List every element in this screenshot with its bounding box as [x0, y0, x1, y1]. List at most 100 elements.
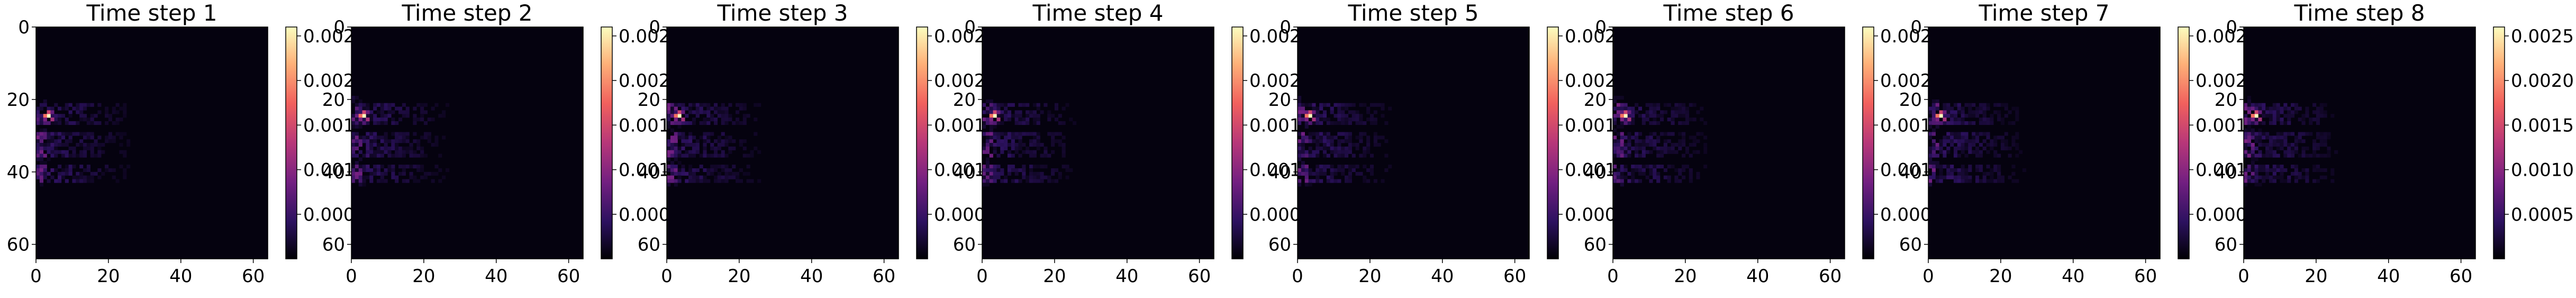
heatmap-cell — [688, 179, 693, 183]
heatmap-cell — [387, 150, 392, 154]
heatmap-cell — [1616, 150, 1620, 154]
heatmap-cell — [1355, 143, 1359, 147]
heatmap-cell — [750, 150, 754, 154]
heatmap-cell — [76, 179, 80, 183]
heatmap-cell — [351, 143, 356, 147]
heatmap-cell — [2269, 121, 2273, 125]
heatmap-cell — [985, 106, 990, 111]
heatmap-cell — [1352, 143, 1356, 147]
heatmap-cell — [119, 132, 123, 136]
heatmap-cell — [72, 132, 76, 136]
heatmap-cell — [2254, 183, 2258, 187]
heatmap-cell — [1032, 171, 1037, 176]
heatmap-cell — [692, 118, 696, 122]
heatmap-cell — [373, 165, 377, 169]
heatmap-cell — [355, 106, 359, 111]
heatmap-cell — [703, 168, 707, 173]
heatmap-cell — [1656, 121, 1661, 125]
heatmap-cell — [39, 171, 43, 176]
heatmap-cell — [43, 175, 47, 179]
heatmap-cell — [713, 153, 718, 158]
heatmap-cell — [373, 136, 377, 140]
heatmap-cell — [1341, 121, 1345, 125]
heatmap-cell — [1341, 132, 1345, 136]
heatmap-cell — [1961, 179, 1965, 183]
heatmap-cell — [2298, 175, 2302, 179]
heatmap-cell — [105, 121, 109, 125]
colorbar-tick-label: 0.001 — [1565, 115, 1616, 136]
heatmap-cell — [1616, 146, 1620, 150]
heatmap-cell — [2330, 179, 2335, 183]
colorbar-tick-label: 0.001 — [1565, 160, 1616, 181]
heatmap-cell — [2283, 143, 2288, 147]
heatmap-cell — [670, 121, 674, 125]
heatmap-cell — [1689, 143, 1693, 147]
heatmap-cell — [1022, 150, 1026, 154]
heatmap-cell — [1312, 171, 1316, 176]
x-tick-label: 20 — [1989, 266, 2012, 287]
heatmap-cell — [688, 175, 693, 179]
heatmap-cell — [2251, 136, 2255, 140]
heatmap-cell — [985, 143, 990, 147]
heatmap-cell — [670, 165, 674, 169]
heatmap-cell — [674, 110, 678, 114]
heatmap-cell — [2269, 114, 2273, 118]
heatmap-cell — [351, 96, 356, 100]
heatmap-cell — [420, 146, 424, 150]
heatmap-cell — [736, 121, 740, 125]
heatmap-cell — [1000, 121, 1004, 125]
heatmap-cell — [2301, 168, 2306, 173]
heatmap-cell — [1961, 168, 1965, 173]
heatmap-cell — [2247, 136, 2251, 140]
heatmap-cell — [670, 161, 674, 165]
heatmap-cell — [413, 121, 417, 125]
heatmap-cell — [369, 110, 374, 114]
heatmap-cell — [61, 106, 66, 111]
heatmap-cell — [445, 103, 450, 107]
heatmap-cell — [2290, 146, 2295, 150]
heatmap-cell — [982, 143, 986, 147]
heatmap-cell — [1334, 121, 1338, 125]
heatmap-cell — [993, 168, 997, 173]
heatmap-cell — [670, 171, 674, 176]
colorbar — [2493, 27, 2505, 259]
heatmap-cell — [1341, 165, 1345, 169]
heatmap-cell — [989, 171, 993, 176]
heatmap-cell — [2312, 146, 2317, 150]
heatmap-cell — [369, 132, 374, 136]
heatmap-cell — [2254, 175, 2258, 179]
heatmap-cell — [1319, 171, 1323, 176]
heatmap-cell — [1022, 168, 1026, 173]
y-tick-label: 60 — [1268, 234, 1291, 256]
heatmap-cell — [2301, 175, 2306, 179]
heatmap-cell — [1623, 165, 1628, 169]
heatmap-cell — [2283, 114, 2288, 118]
heatmap-cell — [1620, 168, 1624, 173]
heatmap-cell — [76, 153, 80, 158]
heatmap-cell — [119, 143, 123, 147]
heatmap-cell — [1330, 175, 1334, 179]
heatmap-cell — [1931, 139, 1936, 143]
heatmap-cell — [1641, 139, 1646, 143]
heatmap-cell — [2269, 136, 2273, 140]
heatmap-cell — [1993, 179, 1998, 183]
heatmap-cell — [2290, 103, 2295, 107]
heatmap-cell — [757, 150, 761, 154]
heatmap-cell — [2015, 153, 2019, 158]
heatmap-cell — [1667, 139, 1671, 143]
heatmap-cell — [746, 114, 750, 118]
hotspot-cell — [681, 110, 685, 114]
heatmap-cell — [710, 106, 714, 111]
heatmap-cell — [1054, 132, 1059, 136]
heatmap-cell — [2254, 171, 2258, 176]
panel-title: Time step 2 — [401, 0, 532, 26]
heatmap-cell — [2276, 165, 2280, 169]
heatmap-cell — [1616, 143, 1620, 147]
heatmap-cell — [1348, 143, 1352, 147]
heatmap-cell — [1953, 153, 1958, 158]
heatmap-cell — [1943, 143, 1947, 147]
heatmap-cell — [1950, 118, 1954, 122]
heatmap-cell — [1022, 143, 1026, 147]
heatmap-cell — [996, 171, 1001, 176]
heatmap-cell — [2287, 153, 2291, 158]
